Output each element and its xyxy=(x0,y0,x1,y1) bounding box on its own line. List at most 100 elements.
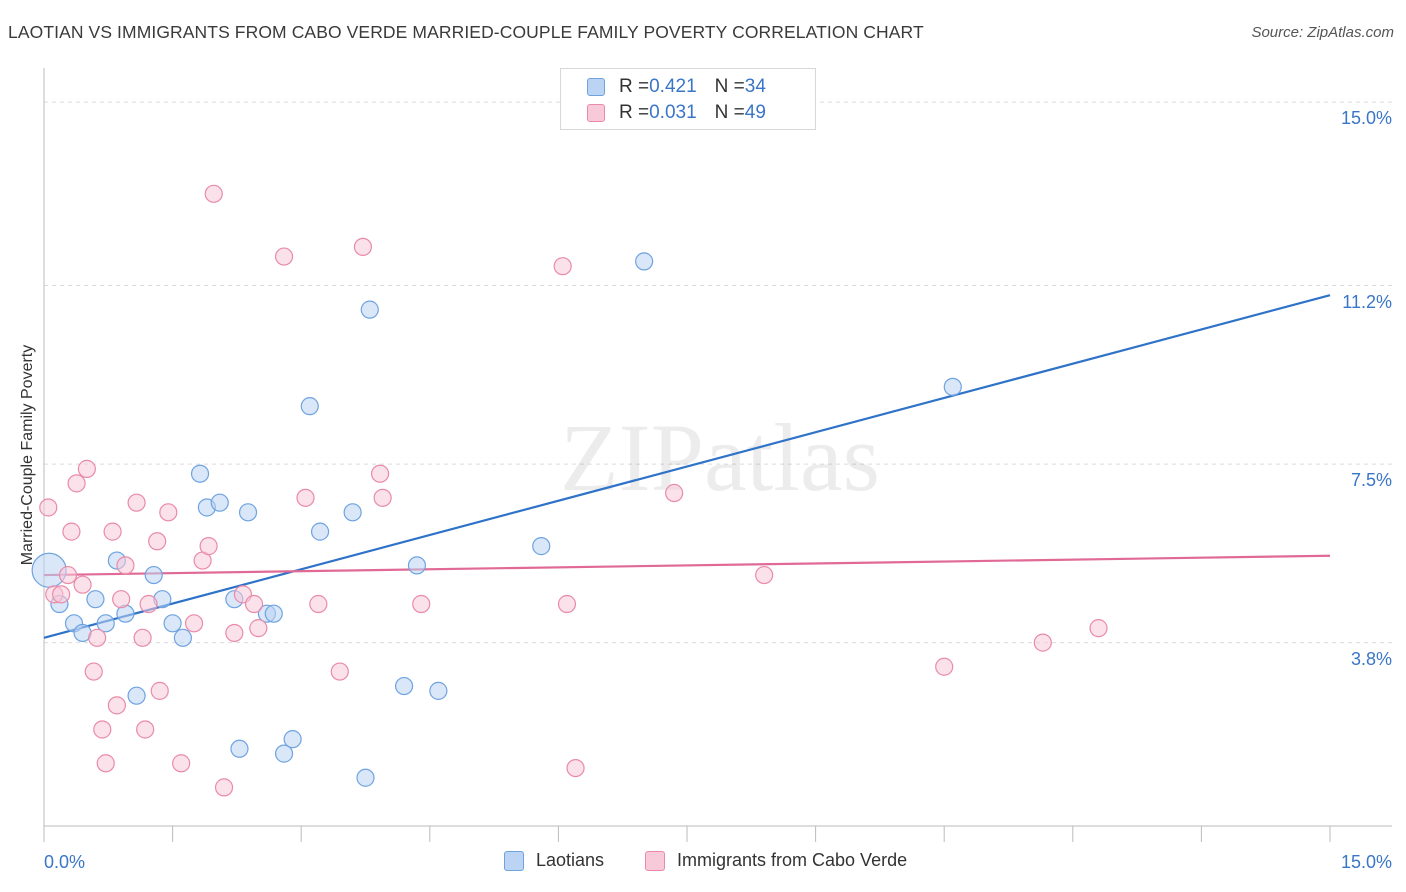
legend-r-value: 0.421 xyxy=(649,76,697,97)
point-laotians xyxy=(96,614,115,633)
point-cabo-verde xyxy=(67,474,86,493)
x-tick-label-max: 15.0% xyxy=(1340,852,1392,872)
y-tick-label: 3.8% xyxy=(1350,648,1392,669)
point-laotians xyxy=(356,768,375,787)
trend-line xyxy=(43,294,1331,639)
point-laotians xyxy=(360,300,379,319)
point-laotians xyxy=(144,565,163,585)
point-cabo-verde xyxy=(665,483,684,503)
series-swatch-laotians xyxy=(504,850,524,871)
y-axis-label: Married-Couple Family Poverty xyxy=(19,344,36,566)
point-laotians xyxy=(635,252,654,271)
legend-r-value: 0.031 xyxy=(649,102,697,123)
point-cabo-verde xyxy=(107,696,126,715)
correlation-legend: R = 0.421 N = 34 R = 0.031 N = 49 xyxy=(560,68,816,130)
point-cabo-verde xyxy=(93,720,112,739)
point-laotians xyxy=(173,628,192,647)
point-cabo-verde xyxy=(309,594,328,614)
point-laotians xyxy=(283,730,302,749)
series-name: Laotians xyxy=(536,850,605,870)
legend-row-laotians: R = 0.421 N = 34 xyxy=(587,75,766,99)
y-tick-label: 15.0% xyxy=(1340,108,1392,129)
point-cabo-verde xyxy=(214,778,234,797)
point-cabo-verde xyxy=(133,628,152,647)
point-cabo-verde xyxy=(249,619,268,638)
point-cabo-verde xyxy=(127,493,146,512)
legend-swatch-cabo-verde xyxy=(587,104,605,122)
point-cabo-verde xyxy=(62,522,81,541)
point-cabo-verde xyxy=(935,657,954,676)
series-name: Immigrants from Cabo Verde xyxy=(677,850,908,870)
point-cabo-verde xyxy=(274,247,294,266)
point-laotians xyxy=(274,744,294,763)
chart-title: LAOTIAN VS IMMIGRANTS FROM CABO VERDE MA… xyxy=(8,22,924,42)
point-cabo-verde xyxy=(116,556,135,575)
point-cabo-verde xyxy=(112,590,131,609)
gridlines xyxy=(44,101,1392,644)
point-laotians xyxy=(190,464,210,483)
legend-row-cabo-verde: R = 0.031 N = 49 xyxy=(587,101,766,125)
point-cabo-verde xyxy=(370,464,390,483)
trend-lines xyxy=(43,294,1331,639)
axes xyxy=(43,68,1392,842)
point-cabo-verde xyxy=(139,594,158,614)
trend-line xyxy=(43,554,1331,577)
point-laotians xyxy=(238,503,258,522)
y-tick-label: 7.5% xyxy=(1350,470,1392,491)
point-cabo-verde xyxy=(73,575,92,594)
point-cabo-verde xyxy=(353,237,373,257)
point-cabo-verde xyxy=(172,754,191,773)
point-cabo-verde xyxy=(96,754,115,773)
point-cabo-verde xyxy=(84,662,103,681)
series-legend-laotians[interactable]: Laotians xyxy=(504,850,604,871)
legend-n-label: N = xyxy=(714,76,745,97)
point-cabo-verde xyxy=(412,594,431,614)
legend-r-label: R = xyxy=(619,76,650,97)
point-laotians xyxy=(343,503,362,522)
legend-swatch-laotians xyxy=(587,78,605,96)
point-laotians xyxy=(407,556,427,575)
x-tick-label-min: 0.0% xyxy=(44,852,86,872)
legend-n-value: 34 xyxy=(744,76,766,97)
point-cabo-verde xyxy=(103,522,122,541)
y-tick-label: 11.2% xyxy=(1342,291,1392,312)
point-cabo-verde xyxy=(755,565,774,585)
data-points xyxy=(31,184,1108,797)
point-cabo-verde xyxy=(373,488,392,507)
point-laotians xyxy=(394,676,414,696)
point-cabo-verde xyxy=(77,459,96,478)
point-laotians xyxy=(310,522,330,541)
point-laotians xyxy=(86,590,105,609)
point-cabo-verde xyxy=(150,681,169,700)
point-cabo-verde xyxy=(553,257,572,276)
point-laotians xyxy=(264,604,283,623)
point-laotians xyxy=(532,537,551,556)
point-cabo-verde xyxy=(330,662,349,681)
legend-n-label: N = xyxy=(714,102,745,123)
point-cabo-verde xyxy=(296,488,315,507)
point-cabo-verde xyxy=(88,628,107,647)
point-cabo-verde xyxy=(136,720,155,739)
point-cabo-verde xyxy=(566,758,585,778)
point-cabo-verde xyxy=(204,184,223,203)
point-cabo-verde xyxy=(225,623,244,643)
source-label: Source: ZipAtlas.com xyxy=(1251,24,1394,41)
series-legend-cabo-verde[interactable]: Immigrants from Cabo Verde xyxy=(645,850,907,871)
point-cabo-verde xyxy=(58,565,78,585)
point-laotians xyxy=(127,686,146,705)
point-laotians xyxy=(943,377,962,396)
point-laotians xyxy=(210,493,229,512)
point-cabo-verde xyxy=(184,614,204,633)
point-cabo-verde xyxy=(39,498,58,517)
point-cabo-verde xyxy=(1089,619,1108,638)
series-legend: Laotians Immigrants from Cabo Verde xyxy=(0,850,1406,878)
point-laotians xyxy=(429,681,448,700)
point-laotians xyxy=(230,739,249,758)
point-cabo-verde xyxy=(159,503,178,522)
legend-n-value: 49 xyxy=(744,102,766,123)
point-cabo-verde xyxy=(199,537,218,556)
point-cabo-verde xyxy=(244,594,264,614)
point-cabo-verde xyxy=(557,594,577,614)
point-laotians xyxy=(300,397,319,416)
